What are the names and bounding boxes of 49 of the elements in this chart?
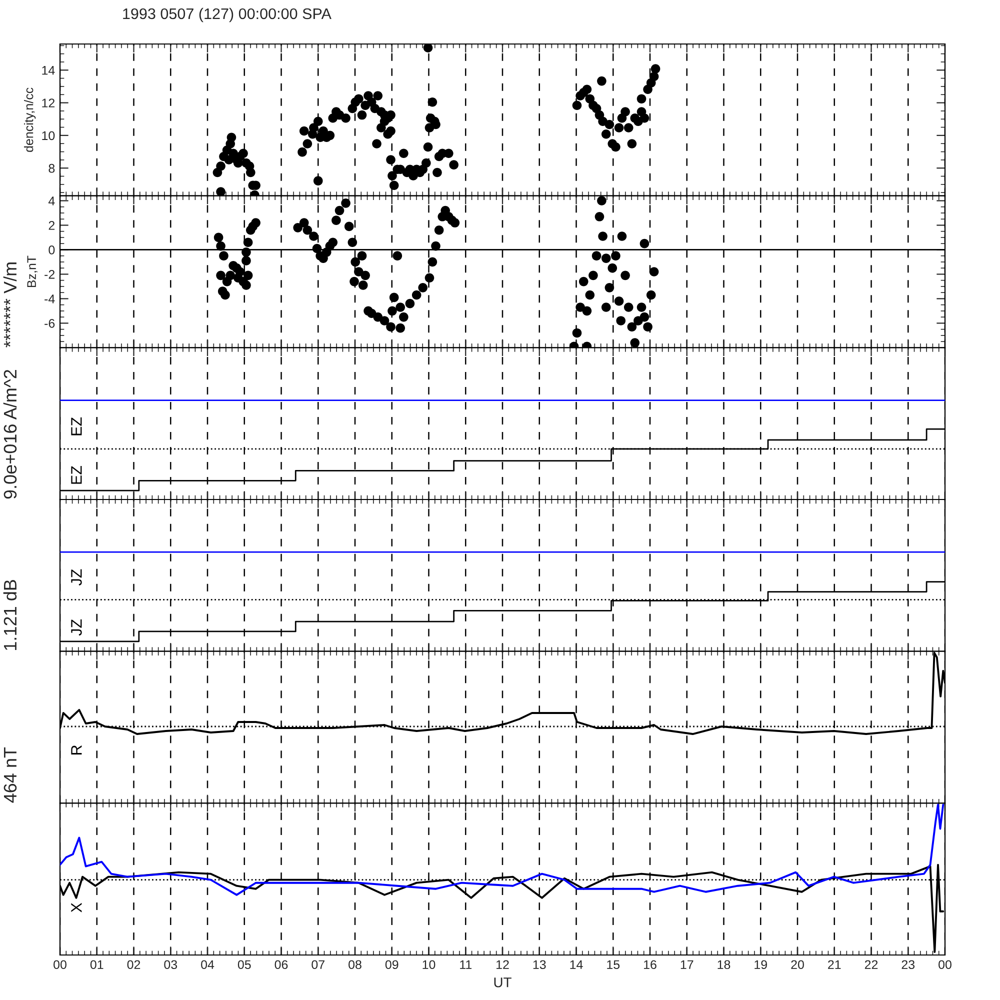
x-tick-label: 16 [644, 960, 656, 970]
text: 464 nT [4, 747, 17, 803]
y-tick-label: 8 [48, 164, 55, 173]
y-tick-label: 10 [42, 131, 55, 140]
x-tick-label: 17 [680, 960, 694, 969]
x-tick-label: 21 [828, 960, 841, 969]
y-tick-label: 0 [48, 246, 55, 254]
text: JZ [71, 569, 82, 586]
x-tick-label: 10 [422, 960, 436, 970]
x-tick-label: 05 [238, 960, 251, 970]
x-tick-label: 02 [127, 960, 140, 970]
x-tick-label: 14 [570, 960, 583, 969]
y-tick-label: 14 [42, 66, 55, 75]
chart-title: 1993 0507 (127) 00:00:00 SPA [123, 8, 332, 22]
x-tick-label: 12 [496, 960, 509, 969]
x-tick-label: 06 [274, 960, 288, 970]
text: 1.121 dB [3, 580, 17, 650]
y-tick-label: 4 [48, 196, 55, 206]
x-tick-label: 19 [754, 960, 767, 970]
x-tick-label: 00 [938, 960, 952, 970]
x-tick-label: 04 [201, 960, 214, 970]
x-tick-label: 09 [385, 960, 398, 970]
x-tick-label: 23 [902, 960, 915, 970]
y-tick-label: 2 [48, 221, 55, 230]
y-tick-label: -2 [44, 270, 55, 279]
x-tick-label: 13 [533, 960, 546, 970]
x-tick-label: 07 [312, 960, 324, 970]
x-tick-label: 00 [54, 960, 66, 970]
y-axis-title: dencity,n/cc [24, 88, 36, 152]
text: 9.0e+016 A/m^2 [3, 370, 17, 499]
text: ******* V/m [3, 262, 17, 348]
x-tick-label: 08 [348, 960, 362, 970]
x-axis-title: UT [494, 978, 512, 988]
text: JZ [71, 619, 82, 636]
text: EZ [71, 417, 82, 436]
x-tick-label: 03 [164, 960, 178, 970]
text: R [71, 745, 82, 754]
y-axis-title: Bz,nT [27, 256, 38, 288]
text: EZ [71, 466, 82, 484]
x-tick-label: 11 [460, 960, 472, 969]
x-tick-label: 18 [718, 960, 730, 970]
y-tick-label: -4 [44, 294, 55, 304]
y-tick-label: -6 [44, 318, 55, 328]
x-tick-label: 15 [607, 960, 620, 970]
x-tick-label: 22 [864, 960, 878, 969]
x-tick-label: 01 [90, 960, 104, 970]
text: X [71, 902, 82, 912]
y-tick-label: 12 [42, 98, 55, 108]
x-tick-label: 20 [791, 960, 804, 970]
